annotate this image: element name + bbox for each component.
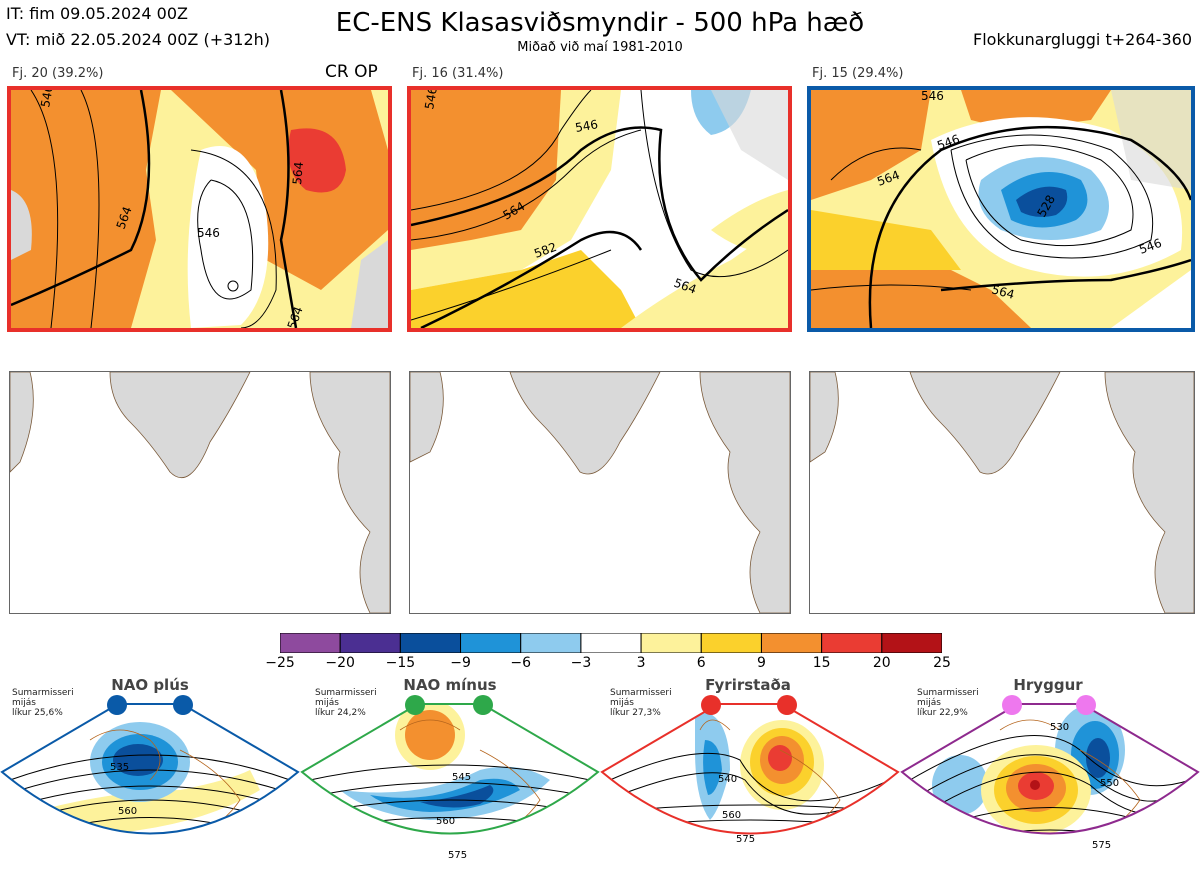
colorbar bbox=[279, 632, 943, 654]
regime-3-dot-right bbox=[777, 695, 797, 715]
colorbar-swatch bbox=[821, 632, 883, 654]
colorbar-swatch bbox=[881, 632, 943, 654]
regime-1-contour-2: 560 bbox=[118, 806, 137, 817]
colorbar-tick-label: 3 bbox=[636, 655, 646, 671]
panel-1-contour-4: 564 bbox=[290, 161, 306, 185]
classification-window-text: Flokkunargluggi t+264-360 bbox=[973, 30, 1192, 49]
valid-time-text: VT: mið 22.05.2024 00Z (+312h) bbox=[6, 30, 271, 49]
colorbar-tick-label: −9 bbox=[450, 655, 471, 671]
regime-1-info: Sumarmisseri mijás líkur 25,6% bbox=[12, 688, 74, 718]
regime-4-name: Hryggur bbox=[1013, 676, 1083, 694]
colorbar-swatch bbox=[339, 632, 401, 654]
regime-2-map: 545 560 575 bbox=[300, 703, 600, 861]
regime-4-contour-3: 575 bbox=[1092, 840, 1111, 851]
regime-4-map: 530 550 575 bbox=[900, 703, 1200, 851]
colorbar-tick-label: 9 bbox=[756, 655, 766, 671]
panel-2-contour-5: 546 bbox=[574, 117, 599, 135]
colorbar-swatch bbox=[460, 632, 522, 654]
colorbar-labels: −25 −20 −15 −9 −6 −3 3 6 9 15 20 25 bbox=[265, 655, 951, 675]
colorbar-tick-label: −3 bbox=[570, 655, 592, 671]
regime-3-contour-1: 540 bbox=[718, 774, 737, 785]
cluster-map-3: 546 564 528 546 564 546 bbox=[807, 86, 1195, 332]
panel-1-contour-5: 564 bbox=[285, 305, 306, 328]
panel-2-label: Fj. 16 (31.4%) bbox=[412, 66, 504, 81]
colorbar-tick-label: −15 bbox=[385, 655, 416, 671]
regime-2-dot-right bbox=[473, 695, 493, 715]
colorbar-swatch bbox=[580, 632, 642, 654]
colorbar-swatch bbox=[640, 632, 702, 654]
colorbar-swatch bbox=[279, 632, 341, 654]
regime-1-dot-right bbox=[173, 695, 193, 715]
colorbar-swatch bbox=[520, 632, 582, 654]
regime-3-dot-left bbox=[701, 695, 721, 715]
regime-1-dot-left bbox=[107, 695, 127, 715]
regime-2-contour-3: 575 bbox=[448, 850, 467, 861]
colorbar-tick-label: 25 bbox=[933, 655, 951, 671]
colorbar-swatch bbox=[399, 632, 462, 654]
panel-1-label: Fj. 20 (39.2%) bbox=[12, 66, 104, 81]
regime-3-map: 540 560 575 bbox=[600, 703, 900, 845]
colorbar-swatch bbox=[760, 632, 823, 654]
regime-3-contour-2: 560 bbox=[722, 810, 741, 821]
regime-1-contour-1: 535 bbox=[110, 762, 129, 773]
panel-1-tag: CR OP bbox=[325, 62, 378, 82]
regime-4-dot-right bbox=[1076, 695, 1096, 715]
regime-4-info: Sumarmisseri mijás líkur 22,9% bbox=[917, 688, 979, 718]
colorbar-tick-label: −6 bbox=[510, 655, 532, 671]
cluster-map-1: 546 564 546 564 564 bbox=[7, 86, 392, 332]
panel-2-contour-1: 546 bbox=[422, 90, 440, 111]
colorbar-tick-label: 6 bbox=[696, 655, 706, 671]
regime-3-contour-3: 575 bbox=[736, 834, 755, 845]
colorbar-swatches bbox=[279, 632, 943, 654]
page-subtitle: Miðað við maí 1981-2010 bbox=[517, 40, 683, 55]
regime-2-contour-2: 560 bbox=[436, 816, 455, 827]
regime-2-dot-left bbox=[405, 695, 425, 715]
page-title: EC-ENS Klasasviðsmyndir - 500 hPa hæð bbox=[335, 8, 865, 38]
regime-4-dot-left bbox=[1002, 695, 1022, 715]
outline-map-1 bbox=[9, 371, 391, 614]
panel-3-contour-5: 564 bbox=[990, 282, 1016, 301]
panel-1-contour-1: 546 bbox=[38, 90, 56, 109]
regime-3-info: Sumarmisseri mijás líkur 27,3% bbox=[610, 688, 672, 718]
regime-row: Sumarmisseri mijás líkur 25,6% NAO plús … bbox=[0, 676, 1200, 871]
outline-map-3 bbox=[809, 371, 1195, 614]
regime-1-name: NAO plús bbox=[111, 676, 189, 694]
panel-3-contour-1: 546 bbox=[921, 90, 944, 103]
regime-2-info: Sumarmisseri mijás líkur 24,2% bbox=[315, 688, 377, 718]
cluster-map-2: 546 564 582 564 546 bbox=[407, 86, 792, 332]
regime-3-name: Fyrirstaða bbox=[705, 676, 791, 694]
colorbar-tick-label: 15 bbox=[812, 655, 831, 671]
panel-3-label: Fj. 15 (29.4%) bbox=[812, 66, 904, 81]
regime-1-map: 535 560 bbox=[0, 703, 300, 835]
regime-4-contour-2: 550 bbox=[1100, 778, 1119, 789]
initial-time-text: IT: fim 09.05.2024 00Z bbox=[6, 4, 188, 23]
colorbar-tick-label: 20 bbox=[872, 655, 891, 671]
colorbar-swatch bbox=[700, 632, 762, 654]
outline-map-2 bbox=[409, 371, 791, 614]
panel-1-contour-3: 546 bbox=[197, 226, 220, 240]
regime-4-contour-1: 530 bbox=[1050, 722, 1069, 733]
colorbar-tick-label: −25 bbox=[265, 655, 295, 671]
regime-2-contour-1: 545 bbox=[452, 772, 471, 783]
regime-2-name: NAO mínus bbox=[403, 676, 497, 694]
colorbar-tick-label: −20 bbox=[325, 655, 355, 671]
